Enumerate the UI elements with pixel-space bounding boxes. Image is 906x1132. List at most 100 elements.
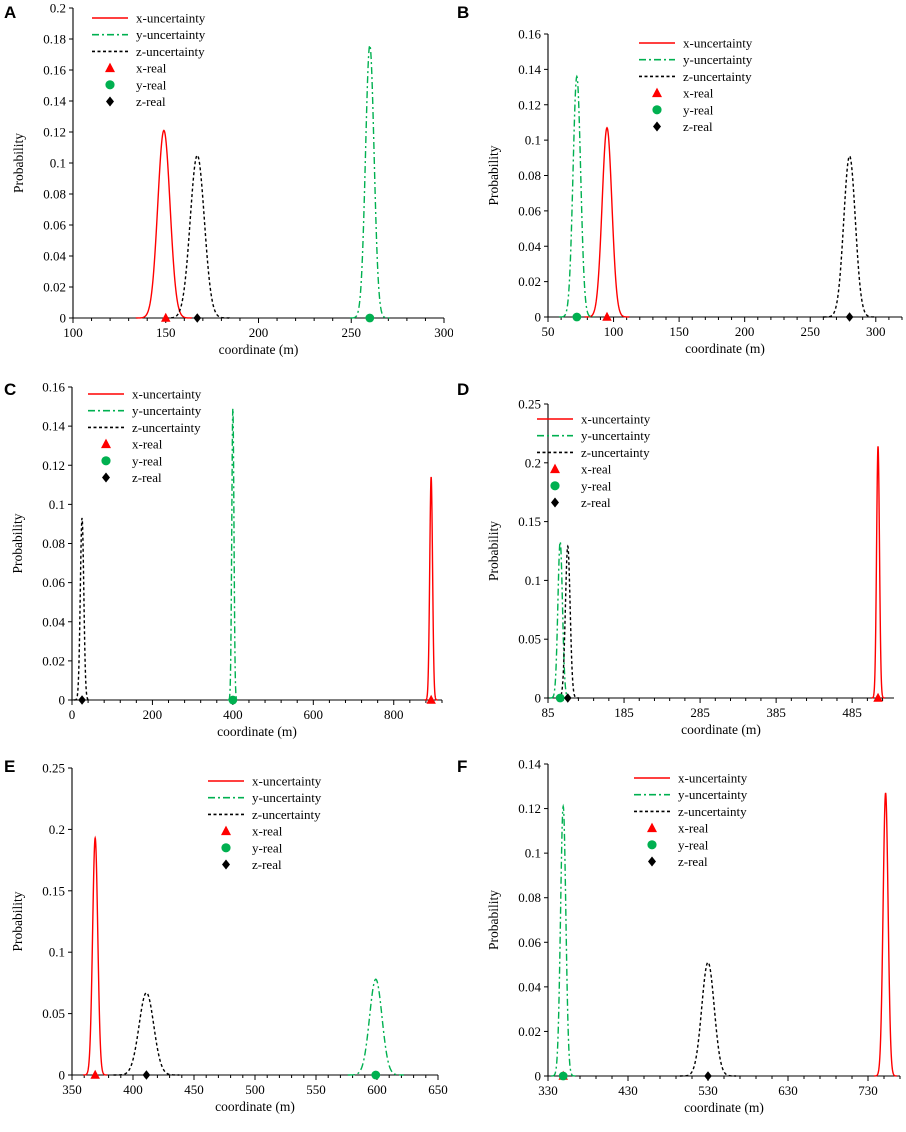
series-line-y-uncertainty [349,43,390,319]
legend-label-y-uncertainty: y-uncertainty [683,52,753,67]
x-tick-label: 530 [698,1083,718,1098]
y-tick-label: 0.02 [43,280,66,295]
marker-y-real [558,1071,568,1081]
legend-label-z-real: z-real [581,495,611,510]
legend-label-y-real: y-real [683,102,714,117]
marker-z-real [704,1071,712,1081]
legend-label-x-real: x-real [136,61,167,76]
legend-swatch-z-real [653,121,661,132]
y-tick-label: 0.04 [42,614,65,629]
legend-label-z-real: z-real [252,857,282,872]
legend-swatch-z-real [222,859,230,870]
marker-y-real [365,313,375,323]
legend-label-z-real: z-real [136,94,166,109]
chart-panel-b: B 0 0.02 0.04 0.06 0.08 0.1 0.12 0.14 0.16 50 100 15… [453,0,906,377]
y-tick-label: 0.06 [518,935,541,950]
y-tick-label: 0.25 [42,761,65,776]
panel-letter-a: A [4,3,16,22]
marker-y-real [555,693,565,703]
x-tick-label: 150 [669,324,689,339]
x-tick-label: 730 [858,1083,878,1098]
legend-swatch-x-real [550,463,560,474]
legend-label-y-uncertainty: y-uncertainty [581,428,651,443]
y-tick-label: 0.08 [43,187,66,202]
x-tick-label: 485 [842,705,862,720]
legend-label-x-uncertainty: x-uncertainty [683,36,753,51]
x-tick-label: 300 [866,324,886,339]
series-line-z-uncertainty [164,154,230,319]
marker-y-real [371,1070,381,1080]
y-axis-title: Probability [11,133,26,193]
chart-panel-d: D 0 0.05 0.1 0.15 0.2 0.25 85 185 285 385 485 coordi… [453,377,906,754]
legend-label-z-uncertainty: z-uncertainty [132,420,201,435]
x-tick-label: 250 [342,325,362,340]
x-tick-label: 400 [123,1082,143,1097]
y-tick-label: 0.14 [518,757,541,772]
legend-swatch-y-real [550,481,560,491]
legend-label-x-real: x-real [132,437,163,452]
marker-x-real [602,311,612,321]
chart-panel-e: E 0 0.05 0.1 0.15 0.2 0.25 350 400 450 500 550 600 65… [0,754,453,1131]
y-tick-label: 0.08 [518,168,541,183]
x-tick-label: 430 [618,1083,638,1098]
legend-label-x-real: x-real [678,821,709,836]
series-line-x-uncertainty [873,792,898,1077]
x-tick-label: 150 [156,325,176,340]
y-tick-label: 0.08 [518,890,541,905]
legend-swatch-x-real [105,62,115,73]
legend-swatch-x-real [647,822,657,833]
legend-label-z-uncertainty: z-uncertainty [136,44,205,59]
marker-x-real [161,312,171,322]
legend-label-z-real: z-real [132,470,162,485]
y-tick-label: 0.12 [43,125,66,140]
legend-swatch-x-real [101,438,111,449]
y-tick-label: 0.2 [525,455,541,470]
chart-svg-d: D 0 0.05 0.1 0.15 0.2 0.25 85 185 285 385 485 coordi… [457,380,894,737]
series-line-z-uncertainty [556,544,580,699]
y-tick-label: 0.1 [525,573,541,588]
legend-swatch-z-real [648,856,656,867]
y-tick-label: 0.18 [43,32,66,47]
x-tick-label: 330 [538,1083,558,1098]
x-tick-label: 385 [766,705,786,720]
y-tick-label: 0.16 [43,63,66,78]
chart-panel-c: C 0 0.02 0.04 0.06 0.08 0.1 0.12 0.14 0.16 0 200 400… [0,377,453,754]
panel-letter-f: F [457,757,467,776]
series-line-y-uncertainty [559,74,595,318]
series-line-x-uncertainty [870,446,886,699]
marker-z-real [845,312,854,322]
y-tick-label: 0 [60,311,67,326]
y-tick-label: 0.1 [49,497,65,512]
legend-label-z-uncertainty: z-uncertainty [678,804,747,819]
y-tick-label: 0.12 [518,801,541,816]
y-axis-title: Probability [486,521,501,581]
series-line-y-uncertainty [550,803,576,1077]
legend-label-x-uncertainty: x-uncertainty [132,387,202,402]
y-tick-label: 0.2 [50,1,66,16]
legend-label-x-uncertainty: x-uncertainty [252,774,322,789]
y-tick-label: 0.04 [43,249,66,264]
x-tick-label: 200 [735,324,755,339]
marker-z-real [142,1070,151,1080]
legend-swatch-z-real [551,497,559,508]
y-tick-label: 0.15 [42,883,65,898]
chart-panel-f: F 0 0.02 0.04 0.06 0.08 0.1 0.12 0.14 330 430 530 63… [453,754,906,1131]
legend-swatch-y-real [105,80,115,90]
legend-label-z-uncertainty: z-uncertainty [252,807,321,822]
y-tick-label: 0.06 [42,575,65,590]
legend-label-y-real: y-real [252,840,283,855]
x-axis-title: coordinate (m) [217,724,297,739]
legend-label-z-real: z-real [683,119,713,134]
legend-label-y-uncertainty: y-uncertainty [252,790,322,805]
x-axis-title: coordinate (m) [219,342,299,357]
x-tick-label: 300 [434,325,453,340]
x-axis-title: coordinate (m) [681,722,761,737]
marker-z-real [563,693,572,703]
y-tick-label: 0.16 [518,27,541,42]
y-tick-label: 0.14 [518,62,541,77]
legend-swatch-z-real [102,472,110,483]
